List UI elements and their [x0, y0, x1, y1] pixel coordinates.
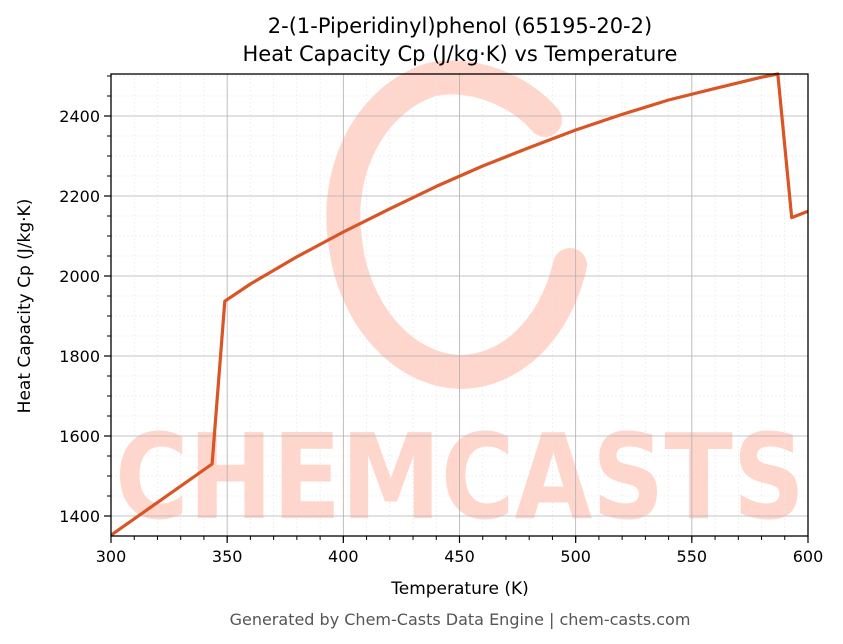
y-tick-label: 2200 — [59, 187, 100, 206]
x-tick-label: 300 — [96, 547, 127, 566]
x-tick-label: 550 — [677, 547, 708, 566]
watermark-swirl-icon — [326, 60, 587, 390]
watermark-text: CHEMCASTS — [115, 408, 805, 546]
x-axis: 300 350 400 450 500 550 600 — [96, 536, 824, 566]
footer-credit: Generated by Chem-Casts Data Engine | ch… — [230, 610, 691, 629]
x-tick-label: 350 — [212, 547, 243, 566]
y-axis-label: Heat Capacity Cp (J/kg·K) — [15, 199, 35, 414]
y-tick-label: 1600 — [59, 427, 100, 446]
chart-subtitle: Heat Capacity Cp (J/kg·K) vs Temperature — [243, 42, 678, 66]
y-axis: 1400 1600 1800 2000 2200 2400 — [59, 75, 111, 526]
x-axis-label: Temperature (K) — [390, 579, 529, 599]
x-tick-label: 500 — [560, 547, 591, 566]
x-tick-label: 400 — [328, 547, 359, 566]
x-tick-label: 600 — [793, 547, 824, 566]
y-tick-label: 1400 — [59, 507, 100, 526]
y-tick-label: 2000 — [59, 267, 100, 286]
watermark: CHEMCASTS — [115, 60, 805, 546]
major-grid — [110, 74, 809, 536]
series-line — [110, 72, 809, 537]
x-tick-label: 450 — [444, 547, 475, 566]
chart-title: 2-(1-Piperidinyl)phenol (65195-20-2) — [268, 14, 652, 38]
y-tick-label: 2400 — [59, 107, 100, 126]
y-tick-label: 1800 — [59, 347, 100, 366]
